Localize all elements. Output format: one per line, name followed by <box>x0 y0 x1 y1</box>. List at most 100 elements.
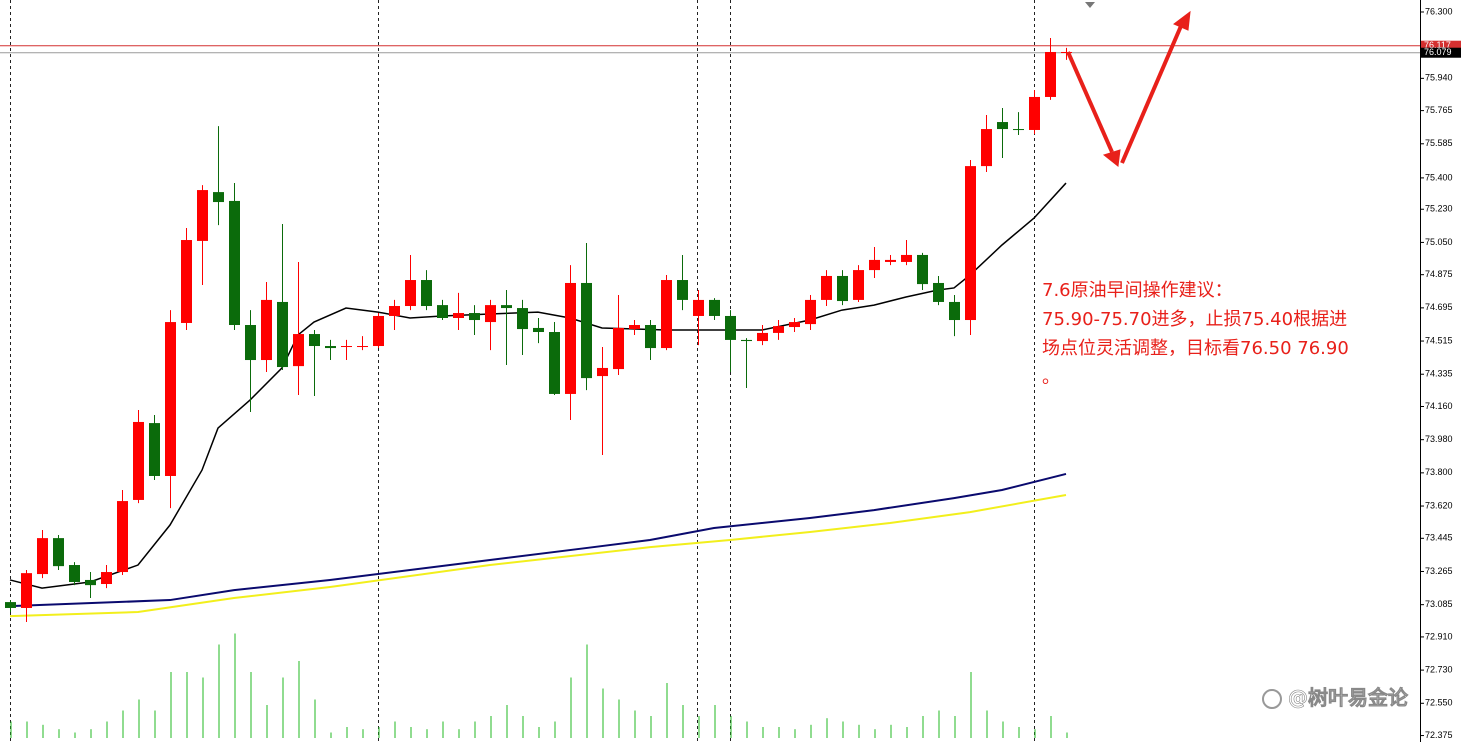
volume-bar <box>458 729 460 738</box>
volume-bar <box>666 683 668 738</box>
volume-bar <box>698 716 700 738</box>
volume-bar <box>874 729 876 738</box>
candle-body <box>357 346 368 348</box>
volume-bar <box>938 710 940 738</box>
volume-bar <box>954 716 956 738</box>
volume-bar <box>74 732 76 738</box>
volume-bar <box>778 727 780 738</box>
volume-bar <box>234 633 236 738</box>
candle-body <box>133 421 144 500</box>
candle-body <box>741 339 752 342</box>
candle-body <box>469 313 480 321</box>
volume-bar <box>346 727 348 738</box>
volume-bar <box>138 699 140 738</box>
candle-body <box>309 334 320 347</box>
y-tick-label: 72.730 <box>1425 664 1453 674</box>
candle-body <box>645 325 656 349</box>
volume-bar <box>218 644 220 738</box>
candle-body <box>869 259 880 271</box>
price-label-box <box>1421 40 1461 51</box>
candle-body <box>1013 129 1024 131</box>
volume-bar <box>490 716 492 738</box>
candle-body <box>789 322 800 328</box>
volume-bar <box>298 661 300 738</box>
y-tick-label: 74.515 <box>1425 335 1453 345</box>
annotation-line: 7.6原油早间操作建议： <box>1042 280 1233 301</box>
candle-body <box>565 282 576 394</box>
candle-body <box>581 282 592 379</box>
candle-body <box>5 602 16 608</box>
y-tick-label: 73.980 <box>1425 434 1453 444</box>
volume-bar <box>378 727 380 738</box>
candle-body <box>517 308 528 330</box>
volume-bar <box>362 729 364 738</box>
candle-body <box>613 327 624 370</box>
volume-bar <box>42 724 44 738</box>
y-tick-label: 72.910 <box>1425 631 1453 641</box>
candle-body <box>693 299 704 316</box>
y-tick-label: 72.550 <box>1425 698 1453 708</box>
candle-body <box>261 299 272 361</box>
candle-body <box>661 280 672 349</box>
volume-bar <box>602 688 604 738</box>
y-tick-label: 75.230 <box>1425 204 1453 214</box>
volume-bar <box>986 710 988 738</box>
candle-body <box>293 334 304 367</box>
volume-bar <box>634 710 636 738</box>
volume-bar <box>266 705 268 738</box>
candle-body <box>437 305 448 318</box>
volume-bar <box>746 721 748 738</box>
volume-bar <box>858 724 860 738</box>
candle-body <box>117 501 128 573</box>
candle-body <box>213 192 224 203</box>
candle-body <box>709 299 720 316</box>
candle-body <box>981 129 992 167</box>
candle-body <box>37 538 48 575</box>
candle-body <box>837 275 848 302</box>
volume-bar <box>554 721 556 738</box>
candle-body <box>69 565 80 582</box>
volume-bar <box>26 721 28 738</box>
volume-bar <box>442 721 444 738</box>
candle-body <box>389 306 400 316</box>
y-tick-label: 74.335 <box>1425 369 1453 379</box>
volume-bar <box>330 732 332 738</box>
volume-bar <box>10 721 12 738</box>
volume-bar <box>394 721 396 738</box>
candle-body <box>21 573 32 608</box>
candle-body <box>885 259 896 262</box>
candle-body <box>421 280 432 307</box>
volume-bar <box>570 677 572 738</box>
y-tick-label: 74.160 <box>1425 401 1453 411</box>
period-separators <box>10 0 1035 742</box>
volume-bar <box>826 718 828 738</box>
volume-bar <box>650 716 652 738</box>
volume-bar <box>1018 727 1020 738</box>
arrowhead <box>1173 10 1191 31</box>
candle-body <box>757 332 768 342</box>
volume-bar <box>506 705 508 738</box>
candle-body <box>821 275 832 300</box>
annotation-line: 场点位灵活调整，目标看76.50 76.90 <box>1042 338 1349 359</box>
volume-bar <box>154 710 156 738</box>
volume-bar <box>970 672 972 738</box>
annotation-line: 。 <box>1042 367 1060 388</box>
candle-body <box>149 423 160 476</box>
candle-body <box>1045 51 1056 97</box>
candle-body <box>341 346 352 348</box>
candle-body <box>997 122 1008 130</box>
y-tick-label: 73.085 <box>1425 599 1453 609</box>
candle-body <box>181 240 192 323</box>
candle-body <box>677 280 688 300</box>
volume-bar <box>810 724 812 738</box>
moving-average <box>9 472 1067 608</box>
candle-body <box>197 190 208 241</box>
candle-body <box>901 254 912 262</box>
marker <box>1085 2 1095 8</box>
volume-bar <box>842 721 844 738</box>
price-label-box <box>1421 47 1461 58</box>
candle-body <box>229 200 240 326</box>
candle-body <box>965 166 976 321</box>
watermark: @树叶易金论 <box>1288 686 1409 710</box>
